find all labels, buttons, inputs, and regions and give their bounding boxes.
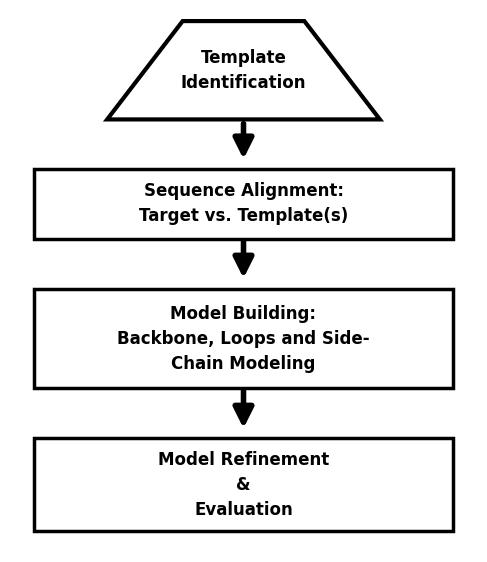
Text: Template
Identification: Template Identification [181, 49, 306, 92]
Text: Model Refinement
&
Evaluation: Model Refinement & Evaluation [158, 451, 329, 519]
Polygon shape [107, 21, 380, 120]
Bar [34, 438, 453, 531]
Bar [34, 169, 453, 239]
Bar [34, 289, 453, 388]
Text: Model Building:
Backbone, Loops and Side-
Chain Modeling: Model Building: Backbone, Loops and Side… [117, 305, 370, 373]
Text: Sequence Alignment:
Target vs. Template(s): Sequence Alignment: Target vs. Template(… [139, 182, 348, 225]
